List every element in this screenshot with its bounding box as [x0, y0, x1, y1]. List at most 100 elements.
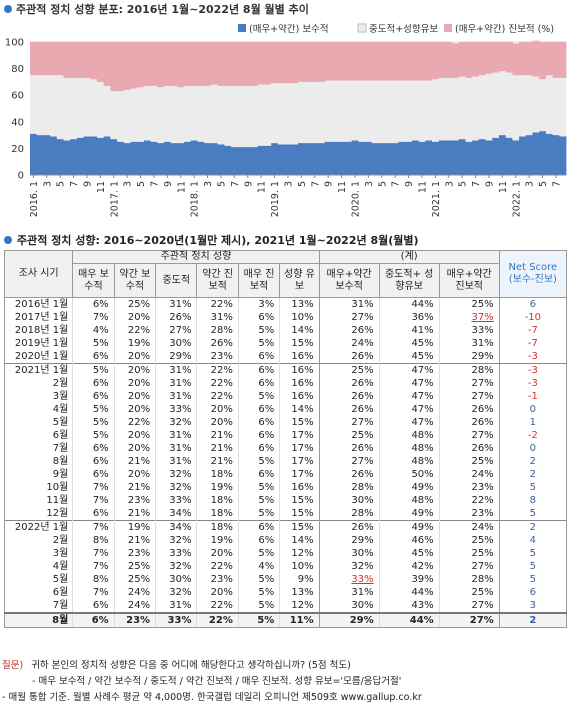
area-segment — [164, 42, 172, 86]
table-row: 2021년 1월 5% 20% 31% 22% 6% 16% 25% 47% 28% -3 — [3, 363, 568, 377]
table-cell: 26% — [318, 403, 380, 416]
table-row: 8월 6% 23% 33% 22% 5% 11% 29% 44% 27% 2 — [3, 612, 568, 628]
table-cell: 2 — [498, 612, 568, 628]
table-cell: 26% — [318, 520, 380, 534]
area-segment — [398, 42, 406, 81]
area-segment — [137, 141, 145, 175]
area-segment — [344, 42, 352, 81]
table: 조사 시기 주관적 정치 성향 (계) Net Score (보수-진보) 매우… — [3, 250, 568, 628]
area-segment — [539, 79, 547, 132]
area-segment — [70, 42, 78, 78]
header-cell: 중도적 — [155, 263, 198, 298]
table-cell: 32% — [318, 560, 380, 573]
table-cell: 31% — [318, 297, 380, 311]
x-tick-label: 2016. 1 — [29, 181, 40, 217]
area-segment — [244, 147, 252, 175]
area-segment — [525, 42, 533, 76]
area-segment — [351, 140, 359, 175]
table-cell: 31% — [155, 455, 198, 468]
area-segment — [36, 135, 44, 175]
table-cell: 2월 — [3, 534, 74, 547]
table-cell: 48% — [378, 455, 440, 468]
table-cell: 28% — [196, 324, 239, 337]
x-tick-label: 3 — [203, 181, 214, 187]
area-segment — [505, 42, 513, 73]
table-cell: 22% — [196, 390, 239, 403]
x-tick-label: 7 — [391, 181, 402, 187]
table-cell: 5% — [237, 390, 281, 403]
area-segment — [519, 75, 527, 137]
table-row: 11월 7% 23% 33% 18% 5% 15% 30% 48% 22% 8 — [3, 494, 568, 507]
area-segment — [432, 42, 440, 80]
table-cell: 22% — [196, 297, 239, 311]
table-cell: 5% — [72, 337, 115, 350]
area-segment — [143, 42, 151, 86]
x-tick-label: 2022. 1 — [511, 181, 522, 217]
table-cell: 21% — [113, 481, 157, 494]
table-cell: 6% — [237, 468, 281, 481]
area-segment — [264, 84, 272, 146]
table-cell: 45% — [378, 337, 440, 350]
area-segment — [311, 81, 319, 144]
table-cell: 23% — [196, 573, 239, 586]
area-segment — [318, 42, 326, 82]
header-cell: 매우 진보적 — [237, 263, 281, 298]
area-segment — [304, 42, 312, 82]
area-segment — [30, 133, 38, 175]
area-segment — [411, 80, 419, 141]
table-cell: 4월 — [3, 403, 74, 416]
area-segment — [458, 42, 466, 77]
table-cell: 14% — [279, 534, 320, 547]
area-segment — [432, 79, 440, 142]
area-segment — [478, 42, 486, 76]
table-cell: 3월 — [3, 390, 74, 403]
table-cell: 20% — [113, 350, 157, 364]
area-segment — [371, 80, 379, 144]
table-cell: 49% — [378, 481, 440, 494]
table-cell: 20% — [113, 390, 157, 403]
table-cell: 33% — [438, 324, 500, 337]
x-tick-label: 5 — [377, 181, 388, 187]
table-cell: 20% — [113, 377, 157, 390]
area-segment — [505, 137, 513, 175]
area-segment — [224, 145, 232, 175]
table-row: 2월 8% 21% 32% 19% 6% 14% 29% 46% 25% 4 — [3, 534, 568, 547]
table-cell: 1 — [498, 416, 568, 429]
area-segment — [150, 141, 158, 175]
header-cell: 매우 보수적 — [72, 263, 115, 298]
area-segment — [525, 135, 533, 175]
table-cell: 28% — [438, 573, 500, 586]
area-segment — [311, 42, 319, 82]
area-segment — [170, 42, 178, 86]
table-cell: 47% — [378, 416, 440, 429]
table-cell: 5% — [237, 573, 281, 586]
table-cell: 7% — [72, 560, 115, 573]
table-cell: 20% — [113, 429, 157, 442]
area-segment — [197, 85, 205, 142]
table-cell: 19% — [113, 520, 157, 534]
table-title: 주관적 정치 성향: 2016~2020년(1월만 제시), 2021년 1월~… — [17, 234, 419, 247]
area-segment — [432, 141, 440, 175]
area-segment — [512, 75, 520, 141]
table-cell: 16% — [279, 377, 320, 390]
area-segment — [405, 141, 413, 175]
table-head: 조사 시기 주관적 정치 성향 (계) Net Score (보수-진보) 매우… — [3, 250, 568, 298]
table-cell: 33% — [155, 547, 198, 560]
area-segment — [103, 85, 111, 137]
area-segment — [231, 42, 239, 86]
area-segment — [63, 77, 71, 141]
table-cell: 12월 — [3, 507, 74, 521]
area-segment — [251, 42, 259, 86]
table-cell: 47% — [378, 390, 440, 403]
area-segment — [217, 42, 225, 86]
area-segment — [425, 140, 433, 175]
table-row: 2019년 1월 5% 19% 30% 26% 5% 15% 24% 45% 31% -7 — [3, 337, 568, 350]
area-segment — [76, 137, 84, 175]
area-segment — [157, 143, 165, 175]
header-cell: 매우+약간 보수적 — [318, 263, 380, 298]
table-cell: 5% — [72, 363, 115, 377]
table-cell: 31% — [155, 377, 198, 390]
x-tick-label: 9 — [243, 181, 254, 187]
table-cell: 44% — [378, 297, 440, 311]
area-segment — [298, 42, 306, 82]
